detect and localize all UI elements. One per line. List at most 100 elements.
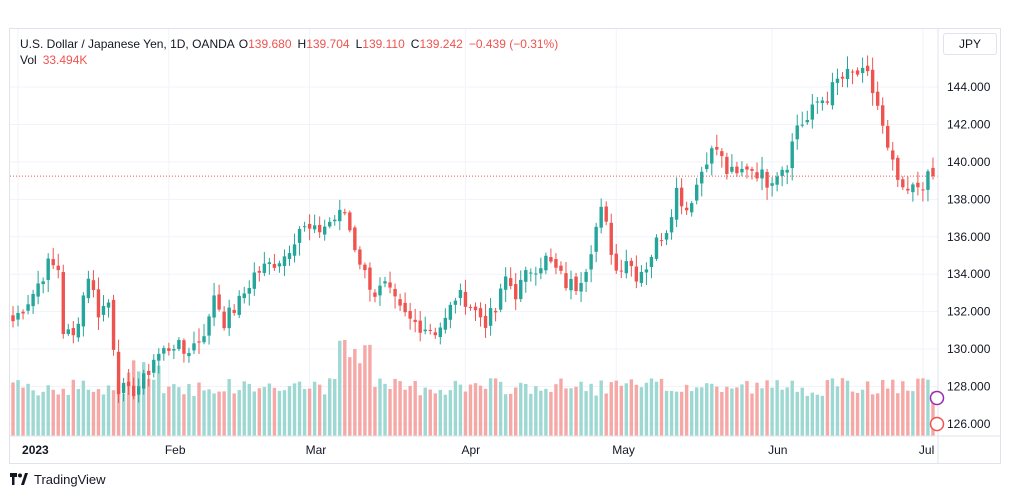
candle-body	[81, 295, 86, 327]
candle-body	[906, 188, 910, 191]
branding[interactable]: TradingView	[10, 472, 106, 487]
change-value: −0.439 (−0.31%)	[468, 37, 559, 51]
candle-body	[891, 150, 895, 160]
price-tick-label: 144.000	[947, 80, 991, 94]
volume-bar	[227, 379, 231, 436]
volume-bar	[348, 357, 352, 436]
volume-bar	[86, 389, 91, 436]
candle-body	[272, 263, 277, 268]
candle-body	[66, 329, 70, 334]
candle-body	[131, 385, 136, 397]
candle-body	[483, 315, 488, 328]
candle-body	[333, 219, 337, 222]
volume-bar	[800, 387, 804, 436]
volume-bar	[740, 384, 744, 436]
candle-body	[735, 166, 739, 174]
candle-body	[931, 167, 935, 177]
volume-bar	[297, 381, 302, 436]
volume-bar	[534, 386, 538, 436]
volume-bar	[438, 389, 443, 436]
candle-body	[368, 267, 372, 290]
candle-body	[810, 104, 815, 120]
volume-bar	[700, 387, 704, 436]
volume-bar	[785, 387, 789, 436]
price-tick-label: 130.000	[947, 342, 991, 356]
volume-bar	[101, 394, 106, 436]
volume-bar	[177, 387, 181, 436]
candle-body	[126, 381, 131, 387]
candle-body	[297, 228, 302, 243]
currency-button[interactable]: JPY	[943, 33, 997, 55]
candle-body	[493, 310, 498, 313]
high-value: 139.704	[306, 37, 350, 51]
volume-bar	[41, 391, 45, 436]
volume-bar	[559, 378, 563, 436]
candle-body	[468, 306, 473, 308]
candle-body	[453, 300, 458, 305]
candle-body	[805, 120, 809, 123]
candle-body	[710, 148, 714, 164]
candle-body	[428, 329, 432, 331]
volume-bar	[212, 393, 216, 436]
candle-body	[508, 278, 513, 286]
candle-body	[252, 272, 257, 289]
volume-bar	[810, 392, 815, 436]
volume-bar	[503, 394, 508, 436]
candle-body	[519, 279, 523, 300]
candle-body	[921, 189, 925, 191]
volume-bar	[172, 384, 176, 436]
time-axis: 2023 Feb Mar Apr May Jun Jul	[22, 443, 934, 457]
candle-body	[227, 307, 231, 329]
volume-bar	[765, 380, 769, 436]
volume-bar	[911, 391, 915, 436]
symbol-title[interactable]: U.S. Dollar / Japanese Yen, 1D, OANDA	[20, 37, 235, 51]
volume-bar	[61, 388, 65, 436]
volume-bar	[106, 385, 111, 436]
candle-body	[775, 176, 779, 185]
candle-body	[111, 299, 116, 350]
volume-bar	[725, 386, 729, 436]
candle-body	[825, 101, 830, 103]
candle-body	[76, 323, 81, 338]
candle-body	[438, 327, 443, 338]
candle-body	[700, 171, 704, 184]
candle-body	[197, 341, 201, 343]
volume-bar	[328, 378, 332, 436]
candle-body	[247, 288, 251, 294]
volume-bar	[116, 381, 121, 436]
volume-bar	[730, 388, 734, 436]
candle-body	[720, 151, 724, 156]
candle-body	[121, 382, 126, 393]
candle-body	[31, 293, 35, 307]
volume-bar	[237, 390, 241, 436]
volume-bar	[549, 391, 553, 436]
volume-bar	[468, 384, 473, 436]
candle-body	[222, 311, 226, 329]
volume-bar	[202, 390, 206, 436]
volume-bar	[519, 382, 523, 436]
volume-bar	[493, 378, 498, 436]
candle-body	[61, 272, 65, 335]
candle-body	[348, 212, 352, 231]
candle-body	[262, 263, 267, 273]
candle-body	[559, 265, 563, 271]
volume-bar	[710, 383, 714, 436]
candle-body	[322, 226, 327, 235]
candle-body	[287, 253, 292, 259]
time-tick-label: May	[612, 443, 635, 457]
volume-bar	[207, 389, 211, 436]
candle-body	[232, 309, 236, 313]
candle-body	[619, 270, 623, 272]
candle-body	[624, 261, 629, 274]
candle-body	[534, 273, 538, 275]
candle-body	[86, 278, 91, 299]
candle-body	[730, 166, 734, 172]
candle-body	[413, 319, 417, 322]
candle-body	[926, 171, 930, 190]
volume-bar	[830, 378, 835, 436]
volume-bar	[664, 390, 669, 436]
candle-body	[187, 352, 191, 357]
volume-bar	[498, 381, 503, 436]
volume-bar	[247, 383, 251, 436]
